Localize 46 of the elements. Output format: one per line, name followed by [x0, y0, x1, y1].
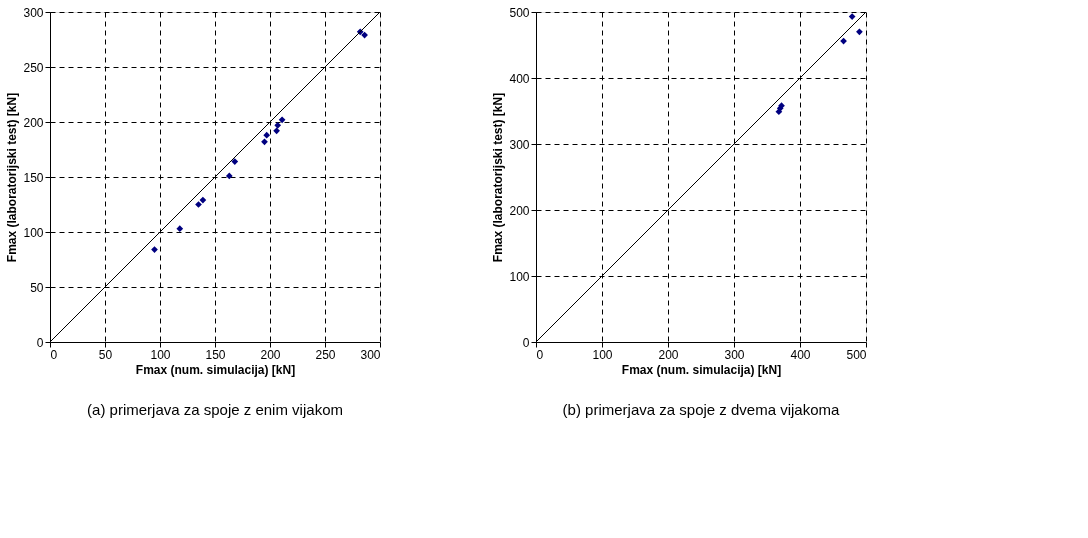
x-tick-label: 100 — [150, 347, 171, 362]
y-tick-label: 0 — [36, 335, 44, 350]
x-tick-label: 150 — [205, 347, 226, 362]
x-tick-label: 0 — [536, 347, 544, 362]
point — [195, 201, 202, 208]
point — [199, 196, 207, 204]
point — [848, 13, 856, 20]
x-tick-label: 0 — [50, 347, 58, 362]
x-tick-label: 100 — [592, 347, 613, 362]
y-axis-title: Fmax (laboratorijski test) [kN] — [5, 92, 20, 263]
y-tick-label: 200 — [509, 203, 530, 218]
x-axis-title: Fmax (num. simulacija) [kN] — [135, 362, 296, 377]
point — [261, 138, 268, 146]
x-tick-label: 200 — [260, 347, 281, 362]
point — [231, 158, 239, 165]
y-tick-label: 250 — [23, 60, 44, 75]
y-tick-label: 50 — [30, 280, 44, 295]
y-tick-label: 300 — [23, 5, 44, 20]
x-tick-label: 50 — [98, 347, 113, 362]
y-tick-label: 100 — [509, 269, 530, 284]
x-tick-label: 200 — [658, 347, 679, 362]
point — [278, 116, 286, 124]
text: (a) primerjava za spoje z enim vijakom — [87, 401, 343, 418]
text: (b) primerjava za spoje z dvema vijakoma — [562, 401, 841, 418]
point — [263, 131, 271, 139]
x-tick-label: 400 — [790, 347, 811, 362]
point — [856, 28, 863, 36]
y-tick-label: 300 — [509, 137, 530, 152]
point — [176, 225, 184, 233]
y-tick-label: 500 — [509, 5, 530, 20]
point — [274, 121, 282, 129]
point — [361, 31, 368, 39]
x-tick-label: 250 — [315, 347, 336, 362]
point — [273, 127, 280, 135]
point — [151, 246, 158, 253]
y-tick-label: 100 — [23, 225, 44, 240]
y-tick-label: 150 — [23, 170, 44, 185]
y-axis-title: Fmax (laboratorijski test) [kN] — [491, 92, 506, 263]
x-tick-label: 300 — [724, 347, 745, 362]
y-tick-label: 400 — [509, 71, 530, 86]
y-tick-label: 200 — [23, 115, 44, 130]
x-axis-title: Fmax (num. simulacija) [kN] — [621, 362, 782, 377]
point — [225, 172, 233, 180]
x-tick-label: 500 — [846, 347, 867, 362]
y-tick-label: 0 — [522, 335, 530, 350]
x-tick-label: 300 — [360, 347, 381, 362]
